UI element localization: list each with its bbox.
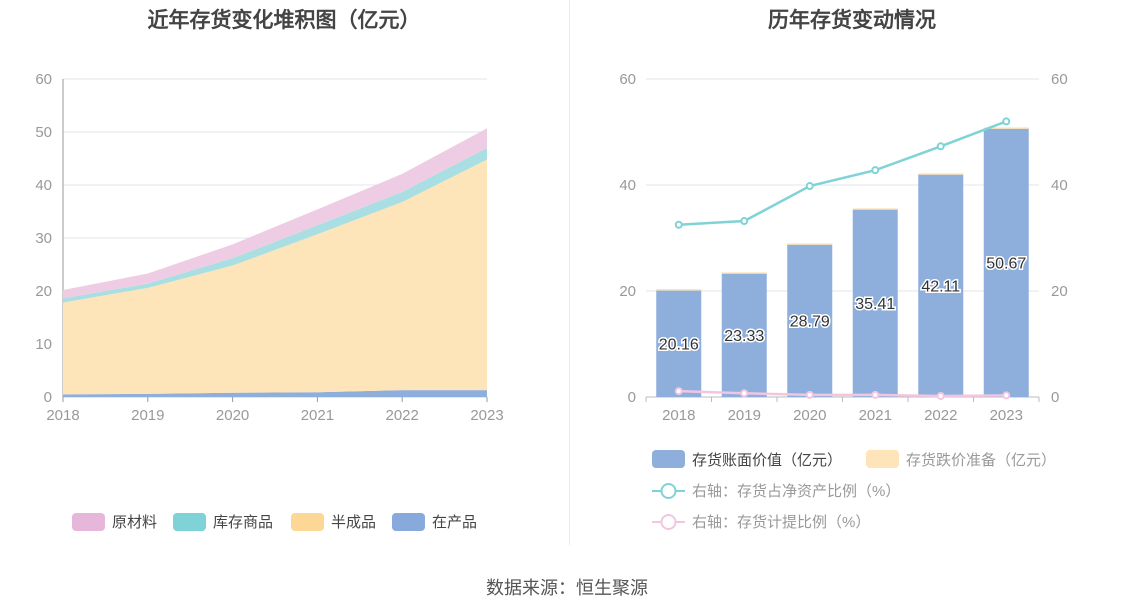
bar-impairment-reserve: [852, 208, 898, 210]
y-tick-label: 50: [35, 124, 52, 141]
x-tick-label: 2022: [924, 407, 957, 424]
stacked-area-chart: 0 10 20 30 40 50 60 2018 2019 2020 2021 2022 2023 原材料…: [35, 71, 504, 531]
legend-label: 存货账面价值（亿元）: [692, 452, 842, 469]
bar-book-value: [983, 128, 1029, 397]
y-tick-label: 20: [35, 283, 52, 300]
line-point: [740, 389, 749, 398]
y-tick-label-left: 60: [619, 71, 636, 88]
y-tick-label: 60: [35, 71, 52, 88]
y-tick-label-left: 0: [628, 389, 636, 406]
bar-impairment-reserve: [918, 173, 964, 175]
bar-data-label: 50.67: [986, 256, 1026, 273]
y-tick-label-right: 40: [1051, 177, 1068, 194]
legend-item: 右轴：存货占净资产比例（%）: [652, 483, 900, 500]
legend-item: 原材料: [72, 513, 157, 531]
legend-swatch: [392, 513, 425, 531]
legend-swatch: [291, 513, 324, 531]
line-point: [740, 217, 749, 226]
bar-data-label: 28.79: [790, 314, 830, 331]
legend-item: 在产品: [392, 513, 477, 531]
bar-book-value: [656, 290, 702, 397]
y-tick-label: 30: [35, 230, 52, 247]
y-tick-label: 40: [35, 177, 52, 194]
left-chart-title: 近年存货变化堆积图（亿元）: [147, 9, 421, 32]
y-tick-label-left: 20: [619, 283, 636, 300]
bar-impairment-reserve: [787, 243, 833, 245]
line-point: [871, 390, 880, 399]
line-series-net-asset-ratio: [678, 120, 1007, 226]
bar-data-label: 23.33: [724, 328, 764, 345]
legend-label: 原材料: [112, 514, 157, 531]
bar-line-chart-panel: 历年存货变动情况 0 0 20 20 40 40 60 60 20.16 23.33 28.79 35…: [570, 0, 1134, 545]
legend-item: 半成品: [291, 513, 376, 531]
legend-item: 存货跌价准备（亿元）: [866, 450, 1056, 469]
legend-label: 右轴：存货计提比例（%）: [692, 514, 870, 531]
bar-impairment-reserve: [656, 289, 702, 291]
area-series-半成品: [63, 159, 487, 395]
bar-impairment-reserve: [983, 127, 1029, 129]
legend-swatch: [652, 450, 685, 468]
bar-data-label: 20.16: [659, 337, 699, 354]
line-point: [936, 142, 945, 151]
x-tick-label: 2023: [470, 407, 503, 424]
legend-item: 存货账面价值（亿元）: [652, 450, 842, 469]
bar-book-value: [918, 173, 964, 397]
line-point: [1002, 391, 1011, 400]
x-tick-label: 2018: [662, 407, 695, 424]
bar-data-label: 42.11: [921, 278, 960, 295]
y-tick-label-right: 20: [1051, 283, 1068, 300]
line-point: [805, 390, 814, 399]
legend-swatch: [72, 513, 105, 531]
line-point: [936, 391, 945, 400]
x-tick-label: 2018: [46, 407, 79, 424]
y-tick-label: 10: [35, 336, 52, 353]
legend-label: 存货跌价准备（亿元）: [906, 452, 1056, 469]
legend-label: 在产品: [432, 514, 477, 531]
x-tick-label: 2019: [131, 407, 164, 424]
legend-swatch: [173, 513, 206, 531]
legend-label: 库存商品: [213, 514, 273, 531]
x-tick-label: 2023: [990, 407, 1023, 424]
line-point: [871, 166, 880, 175]
stacked-area-chart-panel: 近年存货变化堆积图（亿元） 0 10 20 30 40 50 60 2018 2019 2020 2…: [0, 0, 568, 545]
x-tick-label: 2021: [859, 407, 892, 424]
bar-impairment-reserve: [721, 272, 767, 274]
bar-book-value: [787, 244, 833, 397]
data-source-note: 数据来源：恒生聚源: [486, 578, 648, 598]
legend-item: 右轴：存货计提比例（%）: [652, 514, 870, 531]
area-series-在产品: [63, 390, 487, 397]
bar-book-value: [852, 209, 898, 397]
y-tick-label-left: 40: [619, 177, 636, 194]
line-point: [674, 220, 683, 229]
y-tick-label-right: 0: [1051, 389, 1059, 406]
line-point: [674, 387, 683, 396]
panel-divider: [569, 0, 570, 545]
x-tick-label: 2022: [386, 407, 419, 424]
x-tick-label: 2020: [216, 407, 249, 424]
x-tick-label: 2021: [301, 407, 334, 424]
line-series-provision-ratio: [678, 389, 1007, 398]
x-tick-label: 2019: [728, 407, 761, 424]
bar-book-value: [721, 273, 767, 397]
legend-label: 右轴：存货占净资产比例（%）: [692, 483, 900, 500]
legend-marker: [660, 483, 677, 499]
x-tick-label: 2020: [793, 407, 826, 424]
bar-data-label: 35.41: [855, 296, 895, 313]
legend-label: 半成品: [331, 514, 376, 531]
legend-item: 库存商品: [173, 513, 273, 531]
y-tick-label: 0: [44, 389, 52, 406]
y-tick-label-right: 60: [1051, 71, 1068, 88]
line-point: [805, 182, 814, 191]
legend-marker: [660, 514, 677, 530]
right-chart-title: 历年存货变动情况: [768, 9, 936, 32]
line-point: [1002, 117, 1011, 126]
legend-swatch: [866, 450, 899, 468]
